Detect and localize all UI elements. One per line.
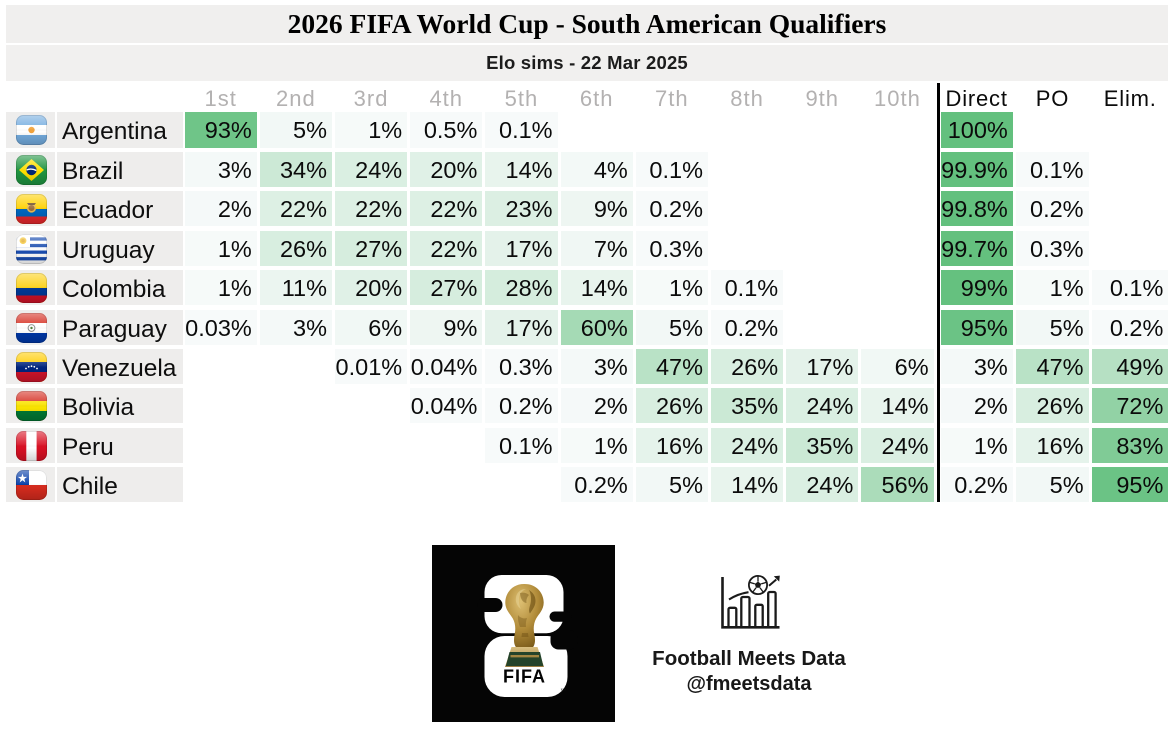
svg-text:FIFA: FIFA [503,667,546,687]
svg-text:™: ™ [561,689,567,695]
